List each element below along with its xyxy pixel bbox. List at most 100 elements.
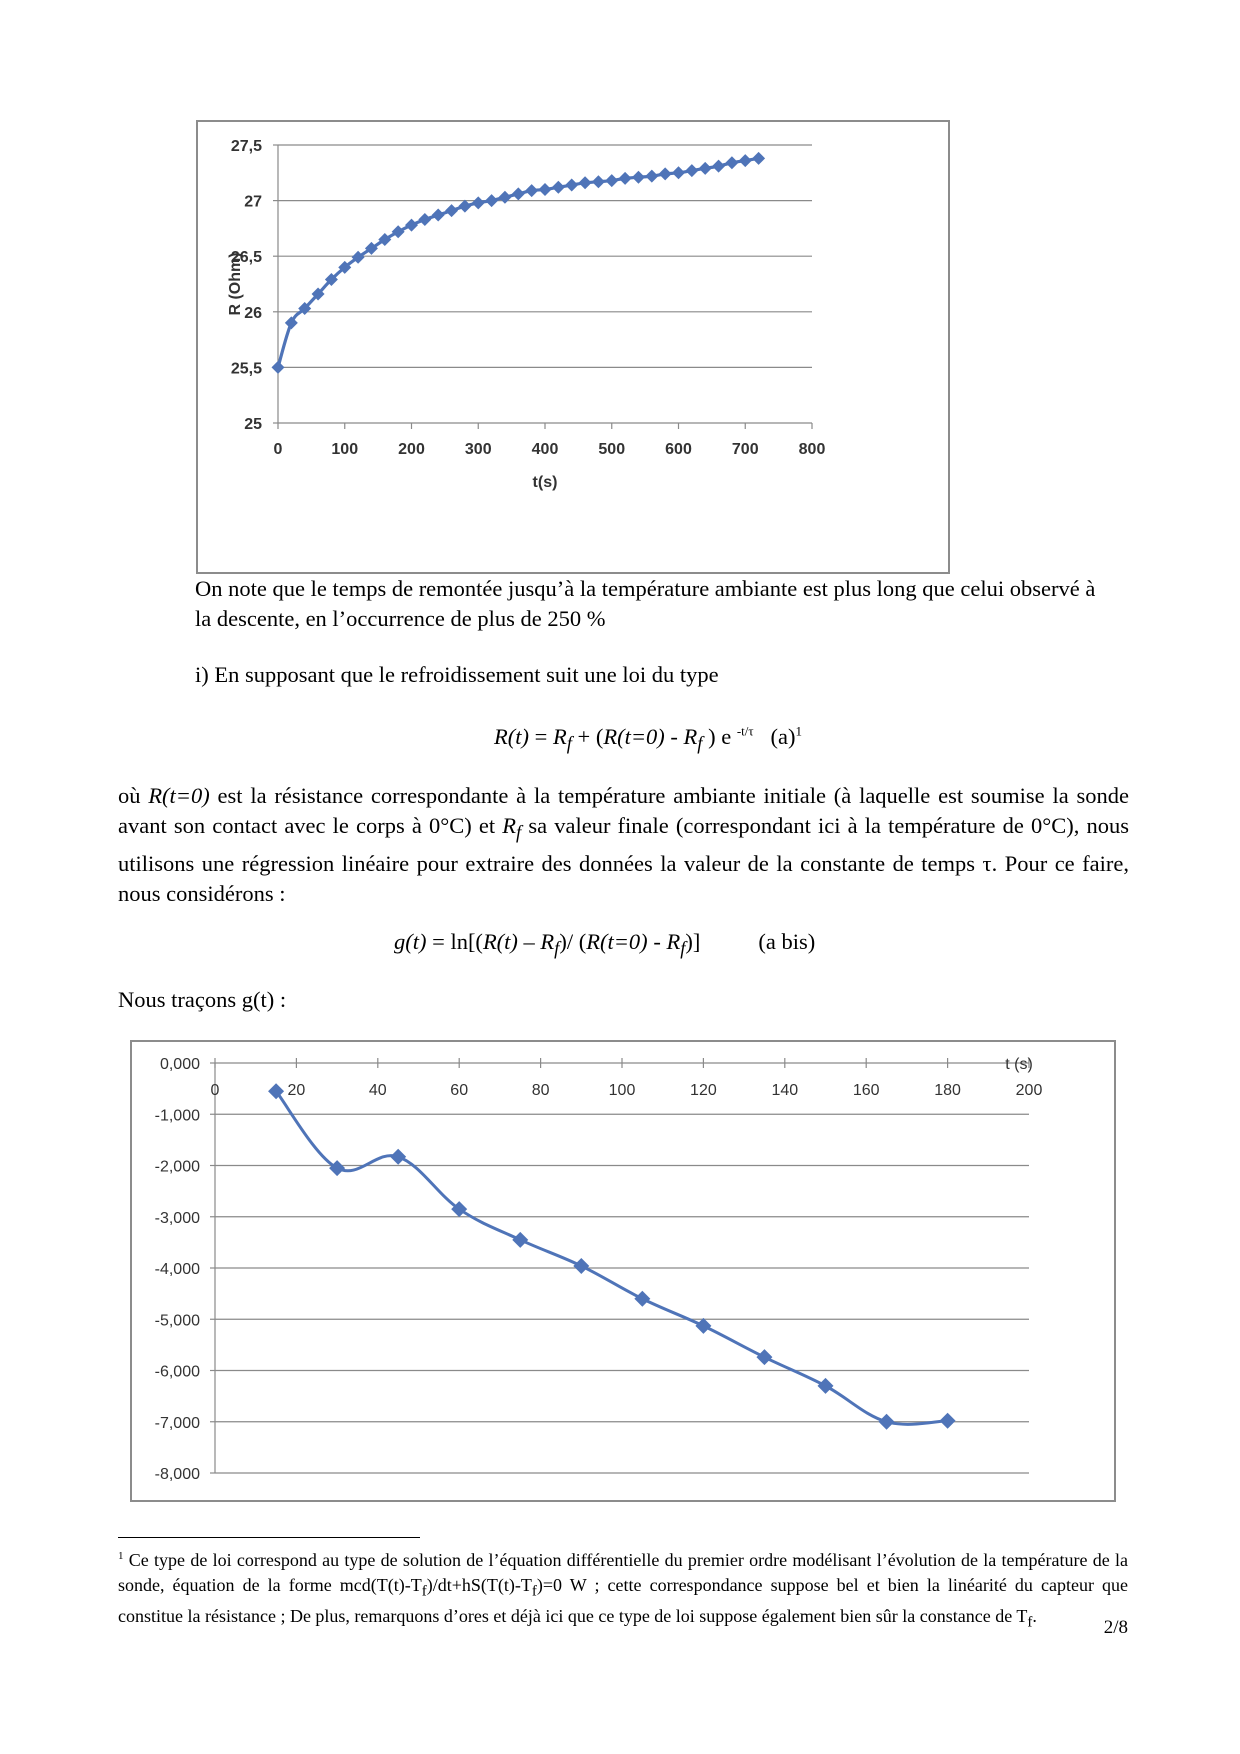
paragraph-definitions: où R(t=0) est la résistance correspondan… <box>118 783 1129 906</box>
x-tick-label: 300 <box>465 441 492 458</box>
data-point <box>511 187 525 201</box>
data-point <box>451 1201 468 1218</box>
x-tick-label: 160 <box>853 1082 880 1099</box>
data-point <box>618 171 632 185</box>
data-point <box>672 166 685 180</box>
data-point <box>431 208 445 222</box>
y-tick-label: -1,000 <box>155 1107 200 1124</box>
x-tick-label: 0 <box>211 1082 220 1099</box>
data-point <box>329 1160 346 1177</box>
paragraph-hypothesis: i) En supposant que le refroidissement s… <box>195 662 719 687</box>
y-tick-label: 27 <box>244 194 262 211</box>
data-point <box>512 1231 529 1248</box>
data-point <box>324 273 338 287</box>
x-tick-label: 100 <box>331 441 358 458</box>
data-point <box>458 199 472 213</box>
y-tick-label: -7,000 <box>155 1415 200 1432</box>
page-number: 2/8 <box>1103 1617 1128 1638</box>
x-tick-label: 100 <box>609 1082 636 1099</box>
paragraph-observation: On note que le temps de remontée jusqu’à… <box>195 576 1096 631</box>
x-tick-label: 800 <box>799 441 826 458</box>
x-tick-label: 140 <box>771 1082 798 1099</box>
data-point <box>405 218 418 232</box>
data-point <box>756 1349 773 1366</box>
x-axis-label: t (s) <box>1005 1056 1033 1073</box>
data-point <box>498 190 512 204</box>
y-tick-label: 26 <box>244 305 262 322</box>
footnote: 1 Ce type de loi correspond au type de s… <box>118 1550 1129 1631</box>
resistance-vs-time-chart: 25 25,5 26 26,5 27 27,5 0 100 200 300 400 500 600 700… <box>196 120 950 574</box>
data-point <box>817 1377 834 1394</box>
y-axis-label: R (Ohm) <box>227 252 244 315</box>
data-point <box>725 156 739 170</box>
x-tick-label: 40 <box>369 1082 387 1099</box>
y-tick-label: -4,000 <box>155 1261 200 1278</box>
data-point <box>378 233 392 247</box>
y-tick-label: -2,000 <box>155 1159 200 1176</box>
y-tick-label: -5,000 <box>155 1312 200 1329</box>
data-point <box>573 1257 590 1274</box>
x-tick-label: 60 <box>450 1082 468 1099</box>
y-tick-label: 25 <box>244 416 262 433</box>
data-point <box>538 182 552 196</box>
x-tick-label: 500 <box>598 441 625 458</box>
x-tick-label: 700 <box>732 441 759 458</box>
data-point <box>752 151 766 165</box>
data-point <box>698 161 712 175</box>
x-tick-label: 200 <box>398 441 425 458</box>
data-point <box>268 1083 285 1100</box>
data-point <box>695 1317 712 1334</box>
data-point <box>391 225 405 239</box>
x-tick-label: 80 <box>532 1082 550 1099</box>
y-tick-label: -6,000 <box>155 1364 200 1381</box>
footnote-reference: 1 <box>795 723 802 739</box>
x-tick-label: 600 <box>665 441 692 458</box>
data-point <box>631 170 645 184</box>
data-point <box>878 1413 895 1430</box>
resistance-vs-time-plot: 25 25,5 26 26,5 27 27,5 0 100 200 300 400 500 600 700… <box>227 138 826 491</box>
g-of-t-plot: 0,000 -1,000 -2,000 -3,000 -4,000 -5,000 -6,00… <box>155 1056 1043 1483</box>
equation-a-bis: g(t) = ln[(R(t) – Rf)/ (R(t=0) - Rf)] (a … <box>394 929 816 960</box>
data-point <box>364 241 378 255</box>
data-point <box>634 1290 651 1307</box>
x-tick-label: 120 <box>690 1082 717 1099</box>
data-point <box>738 154 752 168</box>
data-point <box>351 250 365 264</box>
data-point <box>645 169 659 183</box>
x-tick-label: 20 <box>288 1082 306 1099</box>
data-point <box>578 176 592 190</box>
data-point <box>338 260 352 274</box>
footnote-separator <box>118 1537 420 1538</box>
g-of-t-chart: 0,000 -1,000 -2,000 -3,000 -4,000 -5,000 -6,00… <box>130 1040 1116 1502</box>
y-tick-label: 27,5 <box>231 138 262 155</box>
x-tick-label: 180 <box>934 1082 961 1099</box>
data-point <box>418 213 432 227</box>
x-axis-label: t(s) <box>533 474 558 491</box>
data-point <box>658 167 672 181</box>
data-point <box>565 178 579 192</box>
y-tick-label: 25,5 <box>231 360 262 377</box>
data-point <box>712 159 726 173</box>
y-tick-label: 26,5 <box>231 249 262 266</box>
data-point <box>390 1148 407 1165</box>
data-point <box>471 196 485 210</box>
data-point <box>525 184 539 198</box>
y-tick-label: 0,000 <box>160 1056 200 1073</box>
data-point <box>284 316 298 330</box>
data-point <box>298 301 312 315</box>
y-tick-label: -3,000 <box>155 1210 200 1227</box>
data-point <box>591 175 605 189</box>
x-tick-label: 200 <box>1016 1082 1043 1099</box>
series-line <box>274 1090 948 1426</box>
data-point <box>939 1412 956 1429</box>
equation-a: R(t) = Rf + (R(t=0) - Rf ) e -t/τ (a)1 <box>494 723 802 755</box>
x-tick-label: 400 <box>532 441 559 458</box>
x-tick-label: 0 <box>274 441 283 458</box>
data-point <box>271 360 285 374</box>
data-point <box>311 287 325 301</box>
data-point <box>485 194 499 208</box>
data-point <box>551 180 565 194</box>
data-point <box>445 204 459 218</box>
data-point <box>605 174 619 188</box>
paragraph-plot-intro: Nous traçons g(t) : <box>118 987 287 1012</box>
